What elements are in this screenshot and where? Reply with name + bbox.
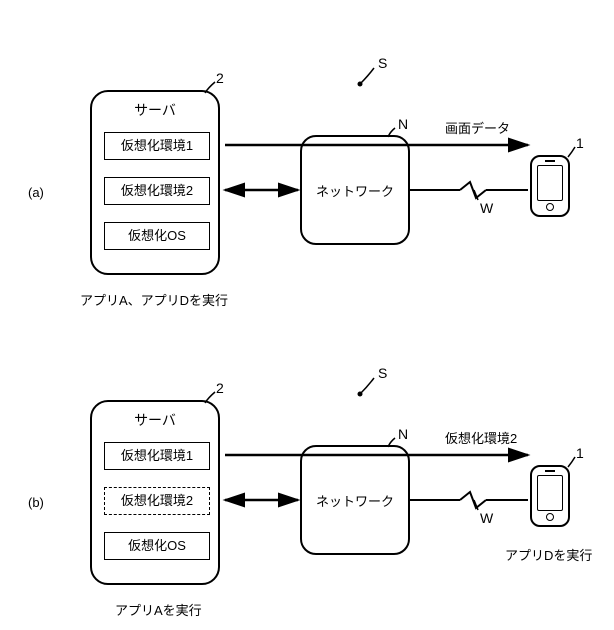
panel-a-label: (a) <box>28 185 44 200</box>
server-title-a: サーバ <box>92 100 218 120</box>
wireless-ref-a: W <box>480 200 493 216</box>
network-text-a: ネットワーク <box>316 181 394 200</box>
device-speaker-a <box>545 160 555 162</box>
server-ref-b: 2 <box>216 380 224 396</box>
network-ref-n-b: N <box>398 426 408 442</box>
server-item-a-0: 仮想化環境1 <box>104 132 210 160</box>
device-caption-b: アプリDを実行 <box>505 545 592 564</box>
server-box-a: サーバ 仮想化環境1 仮想化環境2 仮想化OS <box>90 90 220 275</box>
network-box-a: ネットワーク <box>300 135 410 245</box>
network-text-b: ネットワーク <box>316 491 394 510</box>
server-item-b-2: 仮想化OS <box>104 532 210 560</box>
server-item-b-0: 仮想化環境1 <box>104 442 210 470</box>
device-b <box>530 465 570 527</box>
network-ref-s-a: S <box>378 55 387 71</box>
network-box-b: ネットワーク <box>300 445 410 555</box>
server-ref-a: 2 <box>216 70 224 86</box>
device-a <box>530 155 570 217</box>
server-item-a-2: 仮想化OS <box>104 222 210 250</box>
server-title-b: サーバ <box>92 410 218 430</box>
arrow-label-a: 画面データ <box>445 118 510 137</box>
network-ref-n-a: N <box>398 116 408 132</box>
network-ref-s-b: S <box>378 365 387 381</box>
panel-b-label: (b) <box>28 495 44 510</box>
server-item-a-1: 仮想化環境2 <box>104 177 210 205</box>
device-ref-b: 1 <box>576 445 584 461</box>
wireless-ref-b: W <box>480 510 493 526</box>
server-box-b: サーバ 仮想化環境1 仮想化環境2 仮想化OS <box>90 400 220 585</box>
device-speaker-b <box>545 470 555 472</box>
server-caption-a: アプリA、アプリDを実行 <box>80 290 228 309</box>
server-caption-b: アプリAを実行 <box>115 600 202 619</box>
device-ref-a: 1 <box>576 135 584 151</box>
server-item-b-1: 仮想化環境2 <box>104 487 210 515</box>
arrow-label-b: 仮想化環境2 <box>445 428 517 447</box>
